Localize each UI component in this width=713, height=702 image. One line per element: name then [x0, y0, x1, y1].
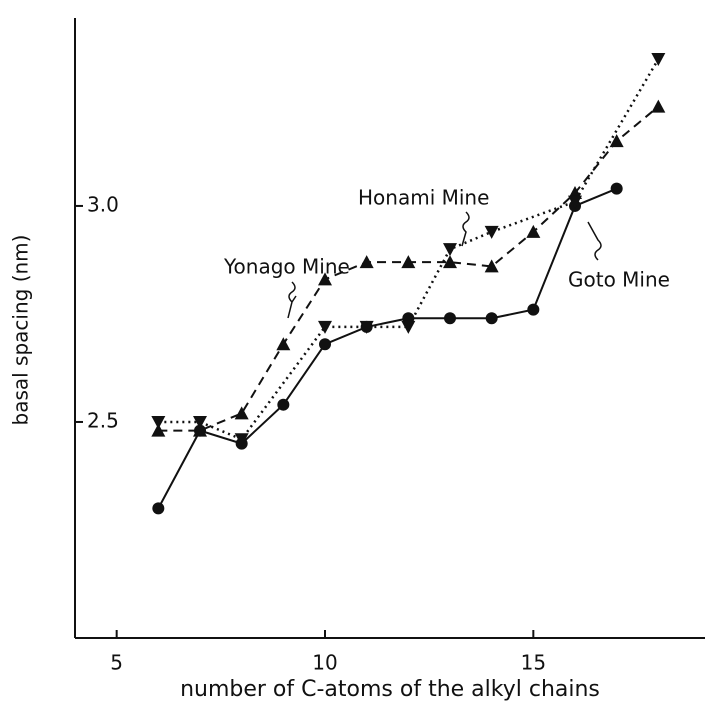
- x-tick-label: 5: [110, 651, 123, 675]
- point: [485, 312, 498, 325]
- point: [193, 423, 207, 437]
- point: [359, 320, 374, 334]
- annotation: Goto Mine: [568, 268, 670, 292]
- point: [277, 398, 290, 411]
- point: [651, 99, 666, 113]
- point: [443, 243, 457, 257]
- point: [610, 182, 623, 195]
- point: [319, 338, 331, 351]
- point: [484, 225, 499, 239]
- annotation: Yonago Mine: [223, 255, 350, 279]
- point: [193, 415, 207, 429]
- point: [401, 255, 416, 269]
- series-line: [158, 58, 660, 441]
- point: [444, 312, 456, 325]
- arrow: [461, 211, 470, 247]
- point: [152, 502, 165, 515]
- x-tick-label: 15: [521, 651, 546, 675]
- point: [318, 320, 332, 334]
- series-line: [157, 187, 618, 509]
- point: [443, 255, 457, 269]
- point: [151, 423, 166, 437]
- point: [151, 415, 166, 429]
- point: [276, 337, 291, 351]
- arrow: [287, 281, 297, 319]
- point: [651, 53, 666, 67]
- point: [401, 320, 416, 334]
- point: [527, 303, 540, 316]
- y-axis-label: basal spacing (nm): [9, 235, 33, 426]
- annotation: Honami Mine: [358, 186, 489, 210]
- x-tick-label: 10: [312, 651, 337, 675]
- point: [568, 195, 582, 209]
- point: [484, 259, 499, 273]
- point: [526, 224, 541, 238]
- point: [609, 134, 624, 148]
- y-tick-label: 2.5: [87, 408, 119, 432]
- point: [359, 255, 374, 269]
- y-tick-label: 3.0: [87, 192, 119, 216]
- point: [234, 406, 249, 420]
- arrow: [587, 221, 602, 261]
- point: [234, 433, 249, 447]
- point: [318, 272, 332, 286]
- x-axis-label: number of C-atoms of the alkyl chains: [180, 677, 600, 702]
